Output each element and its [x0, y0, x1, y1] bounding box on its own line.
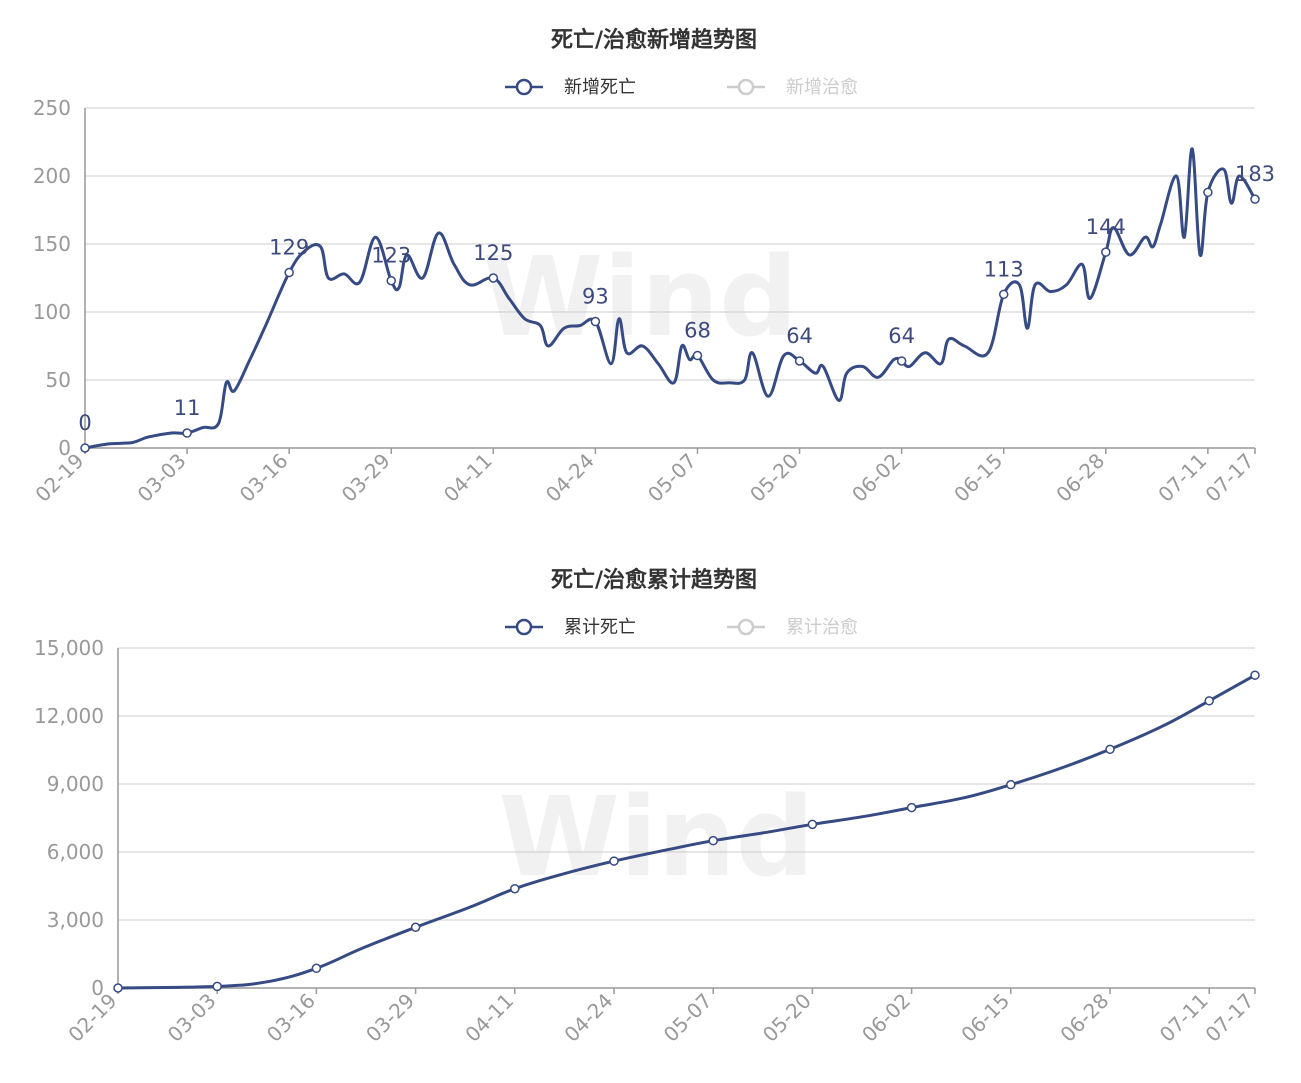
data-point[interactable] [1250, 194, 1260, 204]
data-point[interactable] [609, 856, 619, 866]
x-tick-label: 04-24 [559, 989, 617, 1047]
data-point[interactable] [311, 963, 322, 974]
watermark-text: Wind [498, 773, 814, 901]
legend-item-label[interactable]: 新增治愈 [786, 77, 858, 98]
data-point[interactable] [182, 428, 192, 438]
legend-marker[interactable] [737, 78, 755, 96]
x-tick-label: 05-07 [643, 449, 701, 507]
x-tick-label: 04-11 [460, 989, 518, 1047]
watermark-text: Wind [482, 233, 798, 361]
legend-marker[interactable] [515, 78, 533, 96]
data-point[interactable] [80, 443, 90, 453]
data-point[interactable] [1006, 779, 1016, 790]
data-label: 129 [269, 236, 309, 260]
y-tick-label: 250 [33, 96, 71, 120]
data-label: 64 [888, 324, 915, 348]
x-tick-label: 04-11 [439, 449, 497, 507]
data-label: 93 [582, 285, 609, 309]
data-point[interactable] [906, 802, 917, 813]
data-point[interactable] [708, 835, 718, 846]
legend-item-label[interactable]: 累计死亡 [564, 617, 636, 638]
data-point[interactable] [284, 267, 294, 278]
y-tick-label: 50 [46, 368, 71, 392]
x-tick-label: 03-29 [361, 989, 419, 1047]
y-tick-label: 9,000 [47, 772, 104, 796]
y-tick-label: 200 [33, 164, 71, 188]
y-tick-label: 3,000 [47, 908, 104, 932]
data-point[interactable] [590, 316, 601, 327]
legend-item-label[interactable]: 新增死亡 [564, 77, 636, 98]
data-label: 123 [371, 244, 411, 268]
data-point[interactable] [692, 350, 703, 361]
y-tick-label: 100 [33, 300, 71, 324]
data-point[interactable] [1203, 187, 1213, 198]
x-tick-label: 05-07 [659, 989, 717, 1047]
series-line [83, 147, 1257, 450]
x-tick-label: 07-11 [1155, 989, 1213, 1047]
x-tick-label: 04-24 [541, 449, 599, 507]
data-point[interactable] [488, 273, 499, 283]
legend-marker[interactable] [515, 618, 533, 636]
x-tick-label: 03-29 [337, 449, 395, 507]
data-label: 64 [786, 324, 813, 348]
x-tick-label: 06-15 [956, 989, 1014, 1047]
x-tick-label: 06-28 [1055, 989, 1113, 1047]
data-label: 11 [174, 396, 201, 420]
x-tick-label: 07-17 [1200, 449, 1258, 507]
x-tick-label: 05-20 [758, 989, 816, 1047]
x-tick-label: 07-17 [1200, 989, 1258, 1047]
legend-item-label[interactable]: 累计治愈 [786, 617, 858, 638]
data-point[interactable] [896, 356, 907, 366]
data-point[interactable] [1204, 696, 1214, 706]
data-point[interactable] [1105, 744, 1115, 755]
y-tick-label: 0 [58, 436, 71, 460]
x-tick-label: 03-03 [163, 989, 221, 1047]
x-tick-label: 03-03 [133, 449, 191, 507]
data-point[interactable] [212, 981, 222, 992]
data-label: 125 [473, 241, 513, 265]
data-point[interactable] [807, 819, 818, 830]
x-tick-label: 06-02 [847, 449, 905, 507]
x-tick-label: 06-15 [949, 449, 1007, 507]
data-label: 0 [78, 411, 91, 435]
data-point[interactable] [794, 356, 805, 366]
legend-marker[interactable] [737, 618, 755, 636]
data-point[interactable] [410, 922, 421, 933]
y-tick-label: 150 [33, 232, 71, 256]
x-tick-label: 03-16 [262, 989, 320, 1047]
data-point[interactable] [386, 275, 396, 286]
data-label: 113 [984, 257, 1024, 281]
y-tick-label: 0 [91, 976, 104, 1000]
x-tick-label: 05-20 [745, 449, 803, 507]
data-label: 68 [684, 319, 711, 343]
chart-title: 死亡/治愈新增趋势图 [551, 27, 757, 53]
y-tick-label: 12,000 [34, 704, 104, 728]
y-tick-label: 15,000 [34, 636, 104, 660]
data-point[interactable] [1101, 247, 1111, 257]
data-point[interactable] [998, 289, 1009, 300]
x-tick-label: 06-28 [1051, 449, 1109, 507]
data-label: 183 [1235, 162, 1275, 186]
data-point[interactable] [1250, 670, 1260, 680]
data-point[interactable] [510, 883, 520, 894]
data-label: 144 [1086, 215, 1126, 239]
x-tick-label: 07-11 [1153, 449, 1211, 507]
chart-title: 死亡/治愈累计趋势图 [551, 567, 757, 593]
y-tick-label: 6,000 [47, 840, 104, 864]
data-point[interactable] [113, 983, 123, 993]
x-tick-label: 03-16 [235, 449, 293, 507]
x-tick-label: 06-02 [857, 989, 915, 1047]
